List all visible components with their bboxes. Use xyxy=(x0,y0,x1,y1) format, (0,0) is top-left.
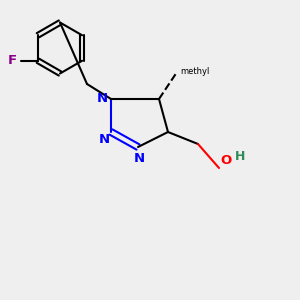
Text: H: H xyxy=(235,151,245,164)
Text: N: N xyxy=(97,92,108,106)
Text: N: N xyxy=(134,152,145,164)
Text: O: O xyxy=(220,154,232,166)
Text: N: N xyxy=(98,134,110,146)
Text: F: F xyxy=(8,54,17,67)
Text: methyl: methyl xyxy=(180,68,209,76)
